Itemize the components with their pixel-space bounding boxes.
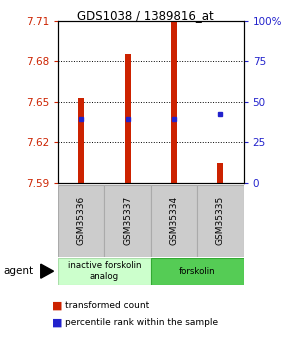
Text: ■: ■ [52,300,63,310]
Bar [104,185,151,257]
Text: GSM35335: GSM35335 [216,196,225,245]
Bar [58,185,104,257]
Bar [151,185,197,257]
Polygon shape [41,264,53,278]
Text: agent: agent [3,266,33,276]
Bar [78,98,84,183]
Text: GSM35337: GSM35337 [123,196,132,245]
Text: forskolin: forskolin [179,267,215,276]
Bar [151,258,244,285]
Text: GSM35336: GSM35336 [77,196,86,245]
Text: percentile rank within the sample: percentile rank within the sample [65,318,218,327]
Text: inactive forskolin
analog: inactive forskolin analog [68,262,141,281]
Text: ■: ■ [52,318,63,327]
Bar [58,258,151,285]
Text: transformed count: transformed count [65,301,150,310]
Text: GDS1038 / 1389816_at: GDS1038 / 1389816_at [77,9,213,22]
Bar [171,21,177,183]
Bar [218,162,223,183]
Bar [125,55,130,183]
Bar [197,185,244,257]
Text: GSM35334: GSM35334 [169,196,179,245]
